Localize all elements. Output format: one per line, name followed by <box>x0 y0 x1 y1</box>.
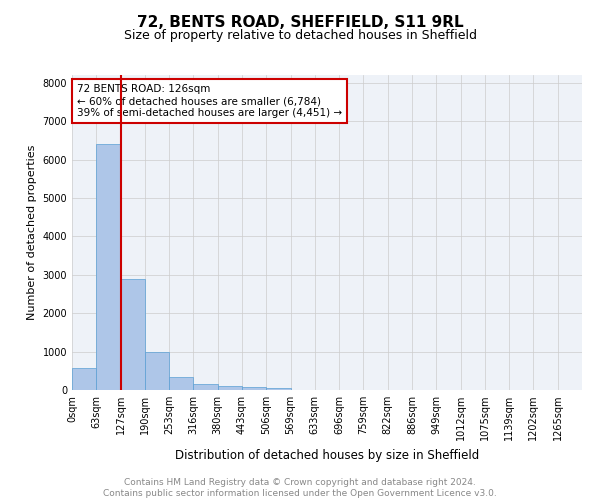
Y-axis label: Number of detached properties: Number of detached properties <box>27 145 37 320</box>
Bar <box>266 388 290 390</box>
Bar <box>242 387 266 390</box>
Text: 72 BENTS ROAD: 126sqm
← 60% of detached houses are smaller (6,784)
39% of semi-d: 72 BENTS ROAD: 126sqm ← 60% of detached … <box>77 84 342 117</box>
Bar <box>121 278 145 390</box>
Text: Contains HM Land Registry data © Crown copyright and database right 2024.
Contai: Contains HM Land Registry data © Crown c… <box>103 478 497 498</box>
Bar <box>96 144 121 390</box>
Bar <box>218 386 242 390</box>
X-axis label: Distribution of detached houses by size in Sheffield: Distribution of detached houses by size … <box>175 448 479 462</box>
Text: Size of property relative to detached houses in Sheffield: Size of property relative to detached ho… <box>124 29 476 42</box>
Bar <box>193 384 218 390</box>
Bar <box>72 368 96 390</box>
Bar <box>169 376 193 390</box>
Bar <box>145 352 169 390</box>
Text: 72, BENTS ROAD, SHEFFIELD, S11 9RL: 72, BENTS ROAD, SHEFFIELD, S11 9RL <box>137 15 463 30</box>
